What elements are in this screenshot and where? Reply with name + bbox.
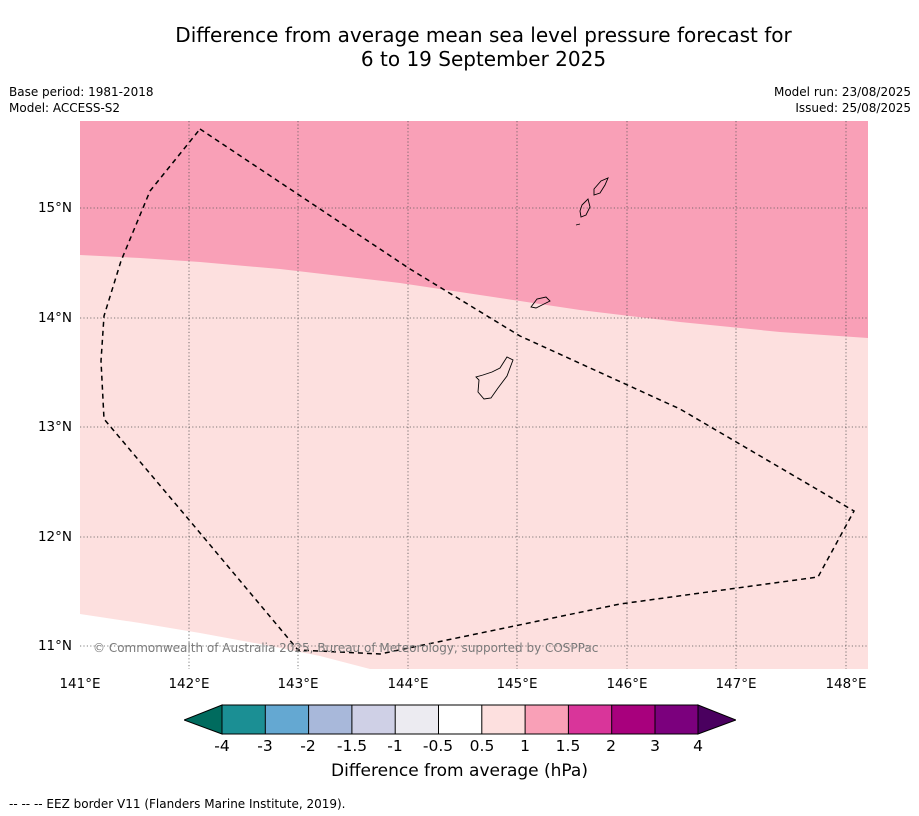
colorbar-segment-7	[481, 705, 526, 734]
lon-label-146e: 146°E	[606, 676, 648, 692]
colorbar-segment-3	[308, 705, 352, 734]
colorbar-segment-8	[525, 705, 569, 734]
lat-label-14n: 14°N	[37, 310, 72, 326]
colorbar-tick: 2	[606, 737, 616, 755]
colorbar-segment-4	[351, 705, 396, 734]
map-title-line-1: Difference from average mean sea level p…	[175, 23, 792, 47]
pressure-field-white	[80, 614, 370, 669]
island-guam	[475, 356, 514, 400]
lon-label-143e: 143°E	[277, 676, 319, 692]
map-title-line-2: 6 to 19 September 2025	[360, 47, 607, 71]
lat-label-15n: 15°N	[37, 200, 72, 216]
model-text: Model: ACCESS-S2	[9, 101, 121, 115]
island-anatahan	[593, 177, 609, 196]
island-farallon	[575, 223, 581, 226]
model-run-text: Model run: 23/08/2025	[773, 85, 911, 99]
colorbar-segment-9	[568, 705, 612, 734]
base-period-text: Base period: 1981-2018	[9, 85, 154, 99]
colorbar-segment-11	[655, 705, 698, 734]
lon-label-147e: 147°E	[715, 676, 757, 692]
colorbar-label: Difference from average (hPa)	[331, 761, 588, 781]
colorbar-tick: 0.5	[469, 737, 495, 755]
lat-label-13n: 13°N	[37, 419, 72, 435]
lat-label-11n: 11°N	[37, 638, 72, 654]
island-rota	[530, 296, 551, 309]
lon-label-145e: 145°E	[496, 676, 538, 692]
lat-label-12n: 12°N	[37, 529, 72, 545]
colorbar-tick: -3	[257, 737, 273, 755]
lon-label-141e: 141°E	[59, 676, 101, 692]
lon-label-142e: 142°E	[168, 676, 210, 692]
colorbar-tick: -2	[300, 737, 316, 755]
colorbar-tick: 1	[520, 737, 530, 755]
colorbar-tick: -1	[387, 737, 403, 755]
lon-label-144e: 144°E	[387, 676, 429, 692]
meta-left: Base period: 1981-2018 Model: ACCESS-S2	[9, 84, 154, 116]
colorbar-tick: 1.5	[555, 737, 581, 755]
colorbar-segment-5	[395, 705, 439, 734]
colorbar-tick: -1.5	[336, 737, 368, 755]
pressure-field-pink	[80, 121, 868, 338]
meta-right: Model run: 23/08/2025 Issued: 25/08/2025	[774, 84, 911, 116]
colorbar-tick: 4	[693, 737, 703, 755]
islands	[475, 177, 609, 400]
map-panel	[80, 121, 868, 669]
colorbar-tick: -4	[214, 737, 230, 755]
lon-label-148e: 148°E	[825, 676, 867, 692]
colorbar-tick: 3	[650, 737, 660, 755]
copyright-notice: © Commonwealth of Australia 2025, Bureau…	[93, 641, 599, 655]
colorbar-segment-1	[222, 705, 266, 734]
colorbar-segment-6	[438, 705, 482, 734]
island-sarigan	[579, 198, 591, 218]
eez-border	[100, 127, 856, 655]
colorbar-extend-high	[697, 704, 736, 735]
colorbar-tick: -0.5	[422, 737, 454, 755]
eez-legend-note: -- -- -- EEZ border V11 (Flanders Marine…	[9, 797, 346, 811]
colorbar-segment-2	[265, 705, 309, 734]
colorbar	[184, 704, 736, 735]
gridlines	[80, 121, 868, 669]
colorbar-segment-10	[611, 705, 655, 734]
issued-text: Issued: 25/08/2025	[795, 101, 911, 115]
colorbar-extend-low	[184, 704, 223, 735]
